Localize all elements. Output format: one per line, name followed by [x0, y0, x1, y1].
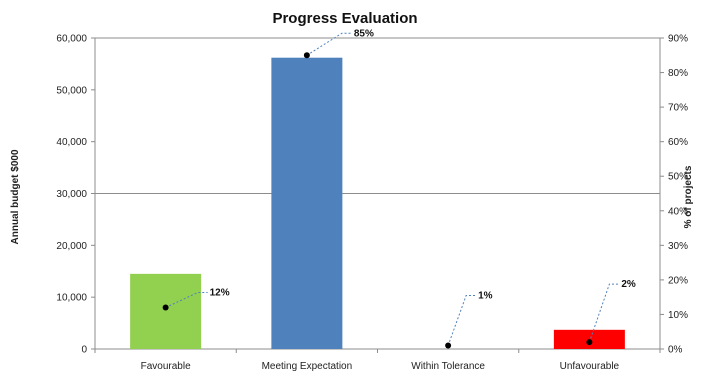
percent-marker	[303, 52, 310, 59]
y2-tick-label: 0%	[668, 345, 683, 356]
y2-tick-label: 70%	[668, 103, 688, 114]
data-label: 85%	[354, 28, 374, 39]
leader-line	[306, 32, 352, 56]
y2-tick-label: 80%	[668, 68, 688, 79]
bar	[130, 273, 202, 349]
bar	[271, 57, 343, 350]
x-tick-label: Unfavourable	[560, 361, 620, 372]
percent-marker	[586, 339, 593, 346]
x-tick-label: Within Tolerance	[411, 361, 485, 372]
y2-tick-label: 90%	[668, 34, 688, 45]
leader-line	[588, 283, 620, 343]
y-tick-label: 10,000	[56, 293, 87, 304]
y2-tick-label: 20%	[668, 275, 688, 286]
data-label: 2%	[621, 279, 636, 290]
data-label: 1%	[478, 291, 493, 302]
y2-tick-label: 50%	[668, 172, 688, 183]
y-tick-label: 0	[81, 345, 87, 356]
y-tick-label: 40,000	[56, 137, 87, 148]
chart-title: Progress Evaluation	[272, 10, 417, 27]
y-tick-label: 30,000	[56, 189, 87, 200]
y2-tick-label: 40%	[668, 206, 688, 217]
y-tick-label: 60,000	[56, 34, 87, 45]
y-axis-title: Annual budget $000	[10, 149, 21, 244]
data-label: 12%	[210, 288, 230, 299]
y-tick-label: 20,000	[56, 241, 87, 252]
y2-tick-label: 10%	[668, 310, 688, 321]
percent-marker	[445, 342, 452, 349]
plot-area: 0 10,000 20,000 30,000 40,000 50,000 60,000 0% 1…	[56, 28, 688, 372]
x-tick-label: Favourable	[141, 361, 191, 372]
y-tick-label: 50,000	[56, 85, 87, 96]
leader-line	[447, 295, 477, 346]
y2-axis-title: % of projects	[683, 165, 694, 228]
percent-marker	[162, 304, 169, 311]
y2-tick-label: 30%	[668, 241, 688, 252]
y2-tick-label: 60%	[668, 137, 688, 148]
x-tick-label: Meeting Expectation	[262, 361, 353, 372]
